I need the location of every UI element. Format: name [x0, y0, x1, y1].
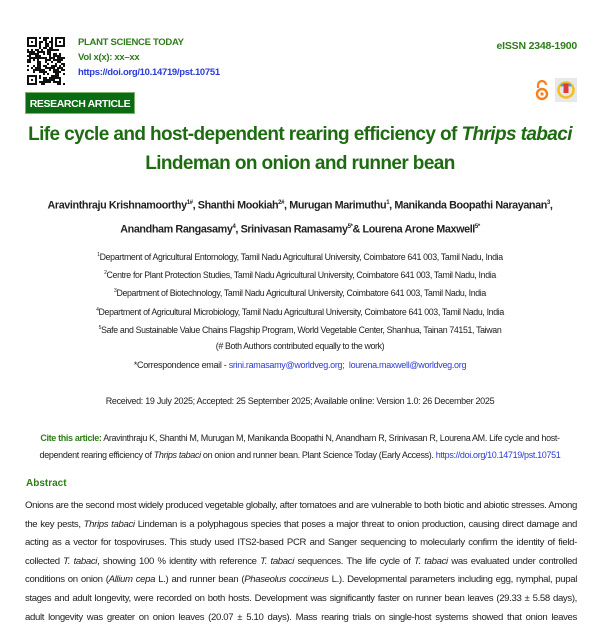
- author-affiliation-mark: 1#: [186, 200, 193, 206]
- affiliation-number: 1: [97, 252, 100, 258]
- affiliation-number: 5: [98, 324, 102, 331]
- abstract-text: L.). Developmental parameters including …: [328, 574, 577, 586]
- author-separator: ,: [549, 199, 553, 212]
- affiliation-item: 2Centre for Plant Protection Studies, Ta…: [0, 265, 600, 283]
- author-affiliation-mark: 2#: [278, 200, 285, 206]
- abstract-text: adult longevity was greater on onion lea…: [25, 611, 577, 623]
- author-name: Manikanda Boopathi Narayanan: [394, 199, 547, 212]
- issn: eISSN 2348-1900: [496, 40, 578, 52]
- author-affiliation-mark: 4: [232, 223, 236, 230]
- open-access-icon[interactable]: [535, 79, 549, 101]
- affiliation-number: 4: [96, 306, 99, 313]
- citation: Cite this article: Aravinthraju K, Shant…: [25, 430, 575, 464]
- abstract-line: the key pests, Thrips tabaci Lindeman is…: [25, 516, 577, 535]
- abstract-line: collected T. tabaci, showing 100 % ident…: [25, 553, 577, 572]
- cite-label: Cite this article:: [40, 433, 102, 443]
- affiliation-text: Department of Biotechnology, Tamil Nadu …: [116, 288, 486, 299]
- author-affiliation-mark: 3: [546, 200, 550, 206]
- abstract-text: sequences. The life cycle of: [294, 555, 414, 567]
- article-title: Life cycle and host-dependent rearing ef…: [0, 120, 600, 178]
- author-name: Lourena Arone Maxwell: [362, 223, 476, 236]
- author-name: Anandham Rangasamy: [120, 223, 233, 236]
- abstract-body: Onions are the second most widely produc…: [25, 497, 577, 627]
- correspondence-label: *Correspondence email -: [133, 360, 229, 370]
- author-separator: ,: [235, 223, 241, 236]
- author-line: Anandham Rangasamy4, Srinivasan Ramasamy…: [0, 217, 600, 241]
- author-name: Shanthi Mookiah: [197, 199, 279, 212]
- species-name: Phaseolus coccineus: [244, 574, 329, 586]
- author-separator: ,: [192, 199, 198, 212]
- species-name: T. tabaci: [413, 555, 448, 567]
- article-dates: Received: 19 July 2025; Accepted: 25 Sep…: [105, 396, 495, 406]
- affiliation-item: 4Department of Agricultural Microbiology…: [0, 302, 600, 320]
- author-separator: ,: [284, 199, 290, 212]
- author-separator: &: [352, 223, 363, 236]
- species-name: T. tabaci: [260, 555, 295, 567]
- affiliation-text: Department of Agricultural Microbiology,…: [98, 306, 505, 317]
- abstract-text: Onions are the second most widely produc…: [25, 500, 577, 511]
- author-separator: ,: [389, 199, 395, 212]
- species-name: Allium cepa: [108, 574, 156, 586]
- abstract-text: the key pests,: [25, 518, 84, 530]
- abstract-text: was evaluated under controlled: [447, 555, 577, 567]
- qr-code-icon[interactable]: [27, 37, 65, 85]
- abstract-line: acting as a vector for tospoviruses. Thi…: [25, 534, 577, 553]
- cite-doi-link[interactable]: https://doi.org/10.14719/pst.10751: [435, 450, 561, 460]
- abstract-text: acting as a vector for tospoviruses. Thi…: [25, 537, 577, 549]
- title-species: Thrips tabaci: [461, 124, 572, 145]
- article-type-badge: RESEARCH ARTICLE: [25, 92, 135, 114]
- species-name: T. tabaci: [63, 555, 98, 567]
- author-name: Aravinthraju Krishnamoorthy: [47, 199, 188, 212]
- crossmark-icon[interactable]: [555, 78, 577, 102]
- author-list: Aravinthraju Krishnamoorthy1#, Shanthi M…: [0, 193, 600, 240]
- affiliations: 1Department of Agricultural Entomology, …: [0, 247, 600, 354]
- email-link-1[interactable]: srini.ramasamy@worldveg.org;: [228, 360, 345, 370]
- abstract-heading: Abstract: [26, 478, 67, 489]
- author-line: Aravinthraju Krishnamoorthy1#, Shanthi M…: [0, 193, 600, 217]
- cite-text: Aravinthraju K, Shanthi M, Murugan M, Ma…: [39, 433, 560, 460]
- author-affiliation-mark: 5*: [474, 223, 480, 230]
- cite-species: Thrips tabaci: [153, 450, 201, 460]
- abstract-line: conditions on onion (Allium cepa L.) and…: [25, 571, 577, 590]
- affiliation-text: Department of Agricultural Entomology, T…: [99, 251, 503, 262]
- equal-contribution-note: (# Both Authors contributed equally to t…: [215, 341, 385, 352]
- author-name: Srinivasan Ramasamy: [240, 223, 348, 236]
- journal-name: PLANT SCIENCE TODAY: [78, 37, 184, 48]
- abstract-line: adult longevity was greater on onion lea…: [25, 609, 577, 627]
- affiliation-item: 1Department of Agricultural Entomology, …: [0, 247, 600, 265]
- affiliation-item: 5Safe and Sustainable Value Chains Flags…: [0, 320, 600, 338]
- author-name: Murugan Marimuthu: [289, 199, 387, 212]
- affiliation-item: 3Department of Biotechnology, Tamil Nadu…: [0, 283, 600, 301]
- species-name: Thrips tabaci: [83, 518, 135, 530]
- abstract-text: , showing 100 % identity with reference: [97, 555, 261, 567]
- abstract-text: stages and adult longevity, were recorde…: [25, 592, 577, 604]
- affiliation-text: Safe and Sustainable Value Chains Flagsh…: [101, 324, 502, 335]
- abstract-text: Lindeman is a polyphagous species that p…: [134, 518, 577, 530]
- doi-link[interactable]: https://doi.org/10.14719/pst.10751: [78, 67, 220, 78]
- correspondence: *Correspondence email - srini.ramasamy@w…: [0, 360, 600, 370]
- title-line-2: Lindeman on onion and runner bean: [145, 153, 455, 174]
- title-text: Life cycle and host-dependent rearing ef…: [28, 124, 462, 145]
- abstract-line: stages and adult longevity, were recorde…: [25, 590, 577, 609]
- email-link-2[interactable]: lourena.maxwell@worldveg.org: [348, 360, 467, 370]
- abstract-text: L.) and runner bean (: [155, 574, 245, 586]
- abstract-line: Onions are the second most widely produc…: [25, 497, 577, 516]
- affiliation-number: 3: [114, 288, 117, 295]
- abstract-text: conditions on onion (: [25, 574, 109, 586]
- cite-text-2: on onion and runner bean. Plant Science …: [200, 450, 436, 460]
- author-affiliation-mark: 5*: [347, 223, 353, 230]
- affiliation-text: Centre for Plant Protection Studies, Tam…: [106, 270, 497, 281]
- author-affiliation-mark: 1: [386, 200, 390, 206]
- abstract-text: collected: [25, 555, 64, 567]
- affiliation-number: 2: [104, 270, 107, 277]
- journal-volume: Vol x(x): xx–xx: [78, 52, 140, 63]
